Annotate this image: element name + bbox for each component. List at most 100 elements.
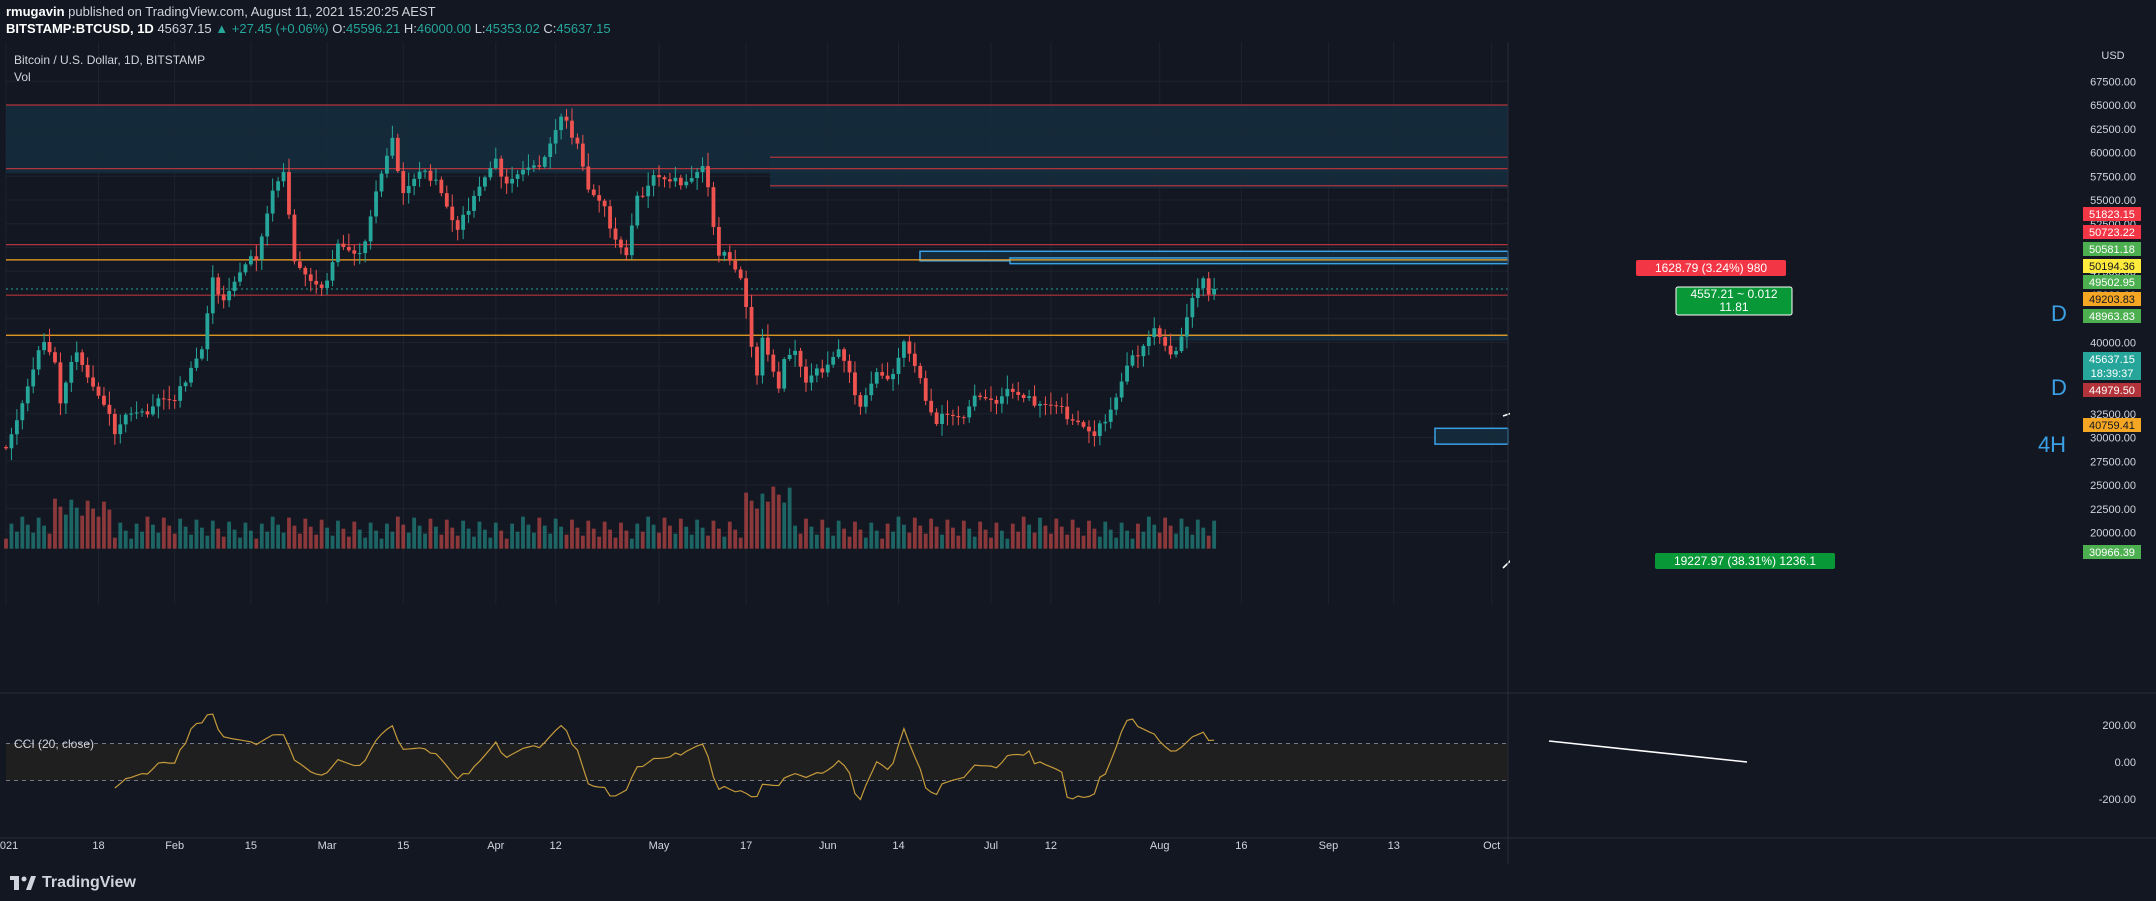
candle-body xyxy=(1038,403,1042,406)
chart-canvas[interactable]: USD 20000.00 22500.00 25000.00 27500.00 30000… xyxy=(0,42,2156,864)
candle-body xyxy=(434,179,438,181)
tradingview-logo[interactable]: TradingView xyxy=(10,874,136,892)
price-axis-badge xyxy=(2083,242,2141,256)
price-axis-badge-text: 50581.18 xyxy=(2089,244,2135,256)
volume-bar xyxy=(945,519,950,549)
volume-bar xyxy=(575,527,580,549)
volume-bar xyxy=(787,487,792,549)
price-axis-badge-text: 50723.22 xyxy=(2089,227,2135,239)
candle-body xyxy=(1070,419,1075,421)
volume-bar xyxy=(346,536,351,549)
volume-bar xyxy=(831,535,836,549)
volume-bar xyxy=(112,537,117,549)
volume-bar xyxy=(156,532,161,549)
volume-bar xyxy=(123,530,128,549)
candle-body xyxy=(428,170,433,181)
candle-body xyxy=(1081,422,1086,427)
volume-bar xyxy=(42,525,46,549)
candle-body xyxy=(711,187,716,227)
price-tick-label: 40000.00 xyxy=(2090,338,2136,350)
candle-body xyxy=(602,200,607,207)
volume-bar xyxy=(74,507,79,549)
volume-bar xyxy=(325,527,329,549)
candle-body xyxy=(102,395,106,405)
price-tick-label: 57500.00 xyxy=(2090,171,2136,183)
candle-body xyxy=(591,189,596,196)
volume-bar xyxy=(820,519,825,549)
author-name[interactable]: rmugavin xyxy=(6,4,65,19)
volume-bar xyxy=(151,524,155,549)
candle-body xyxy=(31,369,36,387)
candle-body xyxy=(129,413,134,415)
symbol-label[interactable]: BITSTAMP:BTCUSD, 1D xyxy=(6,21,154,36)
volume-bar xyxy=(619,522,623,549)
candle-body xyxy=(477,186,482,196)
candle-body xyxy=(776,371,781,389)
candle-body xyxy=(499,158,504,177)
time-tick-label: 13 xyxy=(1388,840,1400,852)
volume-bar xyxy=(200,527,204,549)
volume-bar xyxy=(564,534,569,549)
candle-body xyxy=(706,166,710,188)
candle-body xyxy=(482,177,487,187)
candle-body xyxy=(472,195,476,211)
volume-bar xyxy=(167,525,172,549)
volume-bar xyxy=(363,537,368,549)
risk-annotation-box xyxy=(1636,260,1786,276)
timeframe-label-d1: D xyxy=(2051,301,2067,326)
volume-bar xyxy=(912,517,917,549)
candle-body xyxy=(172,400,177,402)
candle-body xyxy=(25,386,30,404)
volume-bar xyxy=(1179,518,1184,549)
volume-bar xyxy=(428,518,433,549)
volume-bar xyxy=(1114,537,1119,549)
volume-bar xyxy=(1048,533,1053,549)
open-label: O: xyxy=(332,21,346,36)
volume-bar xyxy=(673,533,678,549)
candle-body xyxy=(548,143,553,157)
volume-bar xyxy=(1081,535,1086,549)
volume-bar xyxy=(548,533,553,549)
volume-bar xyxy=(248,530,253,549)
volume-bar xyxy=(417,525,422,549)
volume-bar xyxy=(482,529,487,549)
volume-bar xyxy=(891,531,895,549)
volume-bar xyxy=(1125,530,1129,549)
candle-body xyxy=(863,395,868,407)
price-axis-badge-text: 51823.15 xyxy=(2089,209,2135,221)
volume-bar xyxy=(1141,531,1146,549)
price-axis-badge-text: 50194.36 xyxy=(2089,261,2135,273)
volume-bar xyxy=(602,521,607,549)
candle-body xyxy=(297,261,302,268)
volume-bar xyxy=(314,534,319,549)
volume-bar xyxy=(259,523,264,549)
time-tick-label: 15 xyxy=(397,840,409,852)
volume-bar xyxy=(379,538,384,549)
candle-body xyxy=(749,306,754,347)
candle-body xyxy=(765,337,770,355)
candle-body xyxy=(205,313,210,350)
cci-tick-label: 0.00 xyxy=(2115,757,2136,769)
price-tick-label: 22500.00 xyxy=(2090,504,2136,516)
candle-body xyxy=(858,395,863,407)
candle-body xyxy=(406,185,411,194)
candle-body xyxy=(1016,391,1021,395)
volume-bar xyxy=(1076,527,1080,549)
candle-body xyxy=(395,137,400,172)
candle-body xyxy=(537,165,542,167)
candle-body xyxy=(673,177,678,182)
candle-body xyxy=(140,411,144,413)
volume-bar xyxy=(537,517,542,549)
volume-bar xyxy=(885,523,890,549)
volume-bar xyxy=(63,514,68,549)
volume-bar xyxy=(994,522,999,549)
candle-body xyxy=(559,116,563,131)
volume-bar xyxy=(292,525,297,549)
rr-annotation-line2: 11.81 xyxy=(1719,300,1748,314)
candle-body xyxy=(270,190,275,214)
volume-bar xyxy=(178,518,183,549)
time-tick-label: Aug xyxy=(1150,840,1170,852)
candle-body xyxy=(918,365,923,379)
volume-bar xyxy=(733,529,738,549)
candle-body xyxy=(1097,423,1102,436)
